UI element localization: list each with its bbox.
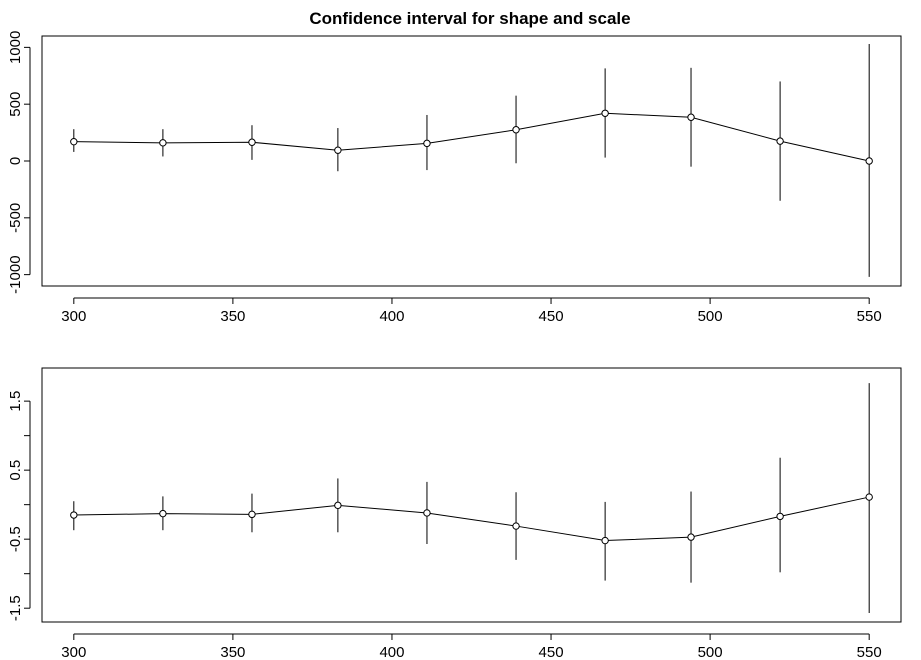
- data-point-2-6: [601, 536, 609, 545]
- x-tick-label-2-0: 300: [61, 644, 86, 660]
- data-point-2-1: [159, 509, 167, 518]
- y-tick-label-2-4: -0.5: [7, 526, 24, 552]
- y-tick-label-1-2: 0: [7, 157, 24, 165]
- y-tick-label-2-0: 1.5: [7, 391, 24, 412]
- x-tick-label-2-5: 550: [857, 644, 882, 660]
- plot-frame-1: [41, 35, 902, 287]
- x-tick-label-2-2: 400: [379, 644, 404, 660]
- x-tick-label-1-3: 450: [539, 308, 564, 325]
- x-tick-label-1-5: 550: [857, 308, 882, 325]
- y-tick-label-1-4: -1000: [7, 255, 24, 293]
- data-point-2-3: [334, 501, 342, 510]
- data-point-1-2: [248, 138, 256, 146]
- data-point-2-0: [70, 511, 78, 519]
- data-point-2-8: [776, 512, 784, 521]
- x-tick-label-2-1: 350: [220, 644, 245, 660]
- data-point-2-9: [865, 493, 873, 501]
- data-point-1-5: [512, 126, 520, 134]
- plot-frame-2: [41, 367, 902, 623]
- data-point-2-2: [248, 510, 256, 519]
- y-tick-label-1-3: -500: [7, 203, 24, 233]
- data-point-2-7: [687, 533, 695, 541]
- chart-title: Confidence interval for shape and scale: [309, 9, 630, 28]
- data-point-1-9: [865, 157, 873, 165]
- y-tick-label-2-6: -1.5: [7, 595, 24, 621]
- y-tick-label-1-0: 1000: [7, 31, 24, 64]
- x-tick-label-2-4: 500: [698, 644, 723, 660]
- x-tick-label-1-0: 300: [61, 308, 86, 325]
- y-tick-label-2-2: 0.5: [7, 460, 24, 481]
- data-point-2-4: [423, 509, 431, 517]
- x-tick-label-1-2: 400: [379, 308, 404, 325]
- data-point-1-7: [687, 113, 695, 121]
- data-point-2-5: [512, 522, 520, 530]
- data-point-1-3: [334, 146, 342, 154]
- data-point-1-1: [159, 139, 167, 147]
- x-tick-label-2-3: 450: [539, 644, 564, 660]
- y-tick-label-1-1: 500: [7, 92, 24, 117]
- series-line-1: [73, 112, 870, 162]
- data-point-1-8: [776, 137, 784, 145]
- data-point-1-4: [423, 139, 431, 148]
- x-tick-label-1-1: 350: [220, 308, 245, 325]
- data-point-1-0: [70, 137, 78, 146]
- x-tick-label-1-4: 500: [698, 308, 723, 325]
- data-point-1-6: [601, 109, 609, 117]
- series-line-2: [73, 496, 870, 542]
